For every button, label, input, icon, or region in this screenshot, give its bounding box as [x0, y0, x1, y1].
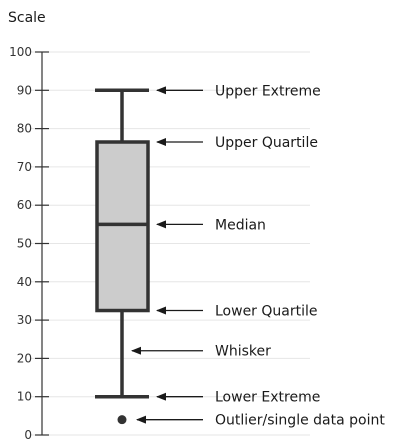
tick-label: 0: [24, 428, 32, 441]
tick-label: 30: [17, 313, 32, 327]
annotation-label: Median: [215, 217, 266, 233]
tick-label: 50: [17, 237, 32, 251]
grid-lines: [30, 51, 310, 436]
outlier-point: [117, 415, 127, 425]
annotation-label: Lower Quartile: [215, 304, 318, 320]
annotation-label: Outlier/single data point: [215, 413, 385, 429]
tick-label: 80: [17, 122, 32, 136]
interquartile-box: [95, 140, 150, 313]
tick-label: 90: [17, 83, 32, 97]
annotations: Upper Extreme Upper Quartile Median Lower Q…: [131, 83, 385, 429]
box-and-whisker: [95, 88, 150, 425]
tick-label: 60: [17, 198, 32, 212]
annotation-label: Upper Quartile: [215, 135, 318, 151]
tick-label: 70: [17, 160, 32, 174]
tick-labels: 0 10 20 30 40 50 60 70 80 90 100: [9, 45, 32, 441]
tick-label: 10: [17, 390, 32, 404]
scale-title: Scale: [8, 10, 46, 26]
tick-label: 100: [9, 45, 32, 59]
annotation-label: Upper Extreme: [215, 83, 321, 99]
scale-axis: [35, 51, 49, 436]
tick-label: 20: [17, 351, 32, 365]
annotation-label: Lower Extreme: [215, 390, 320, 406]
annotation-label: Whisker: [215, 344, 271, 360]
tick-label: 40: [17, 275, 32, 289]
